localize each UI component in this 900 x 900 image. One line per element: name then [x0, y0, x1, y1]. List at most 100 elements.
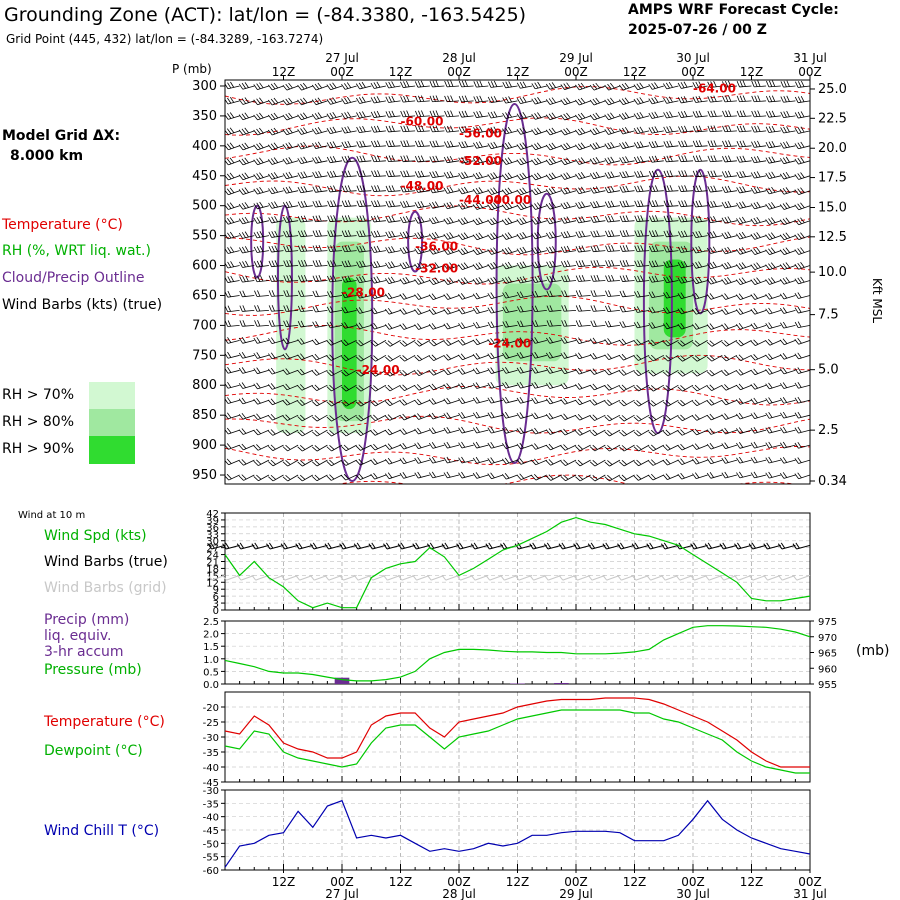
true-wind-barb: [485, 542, 504, 550]
dewpoint-line: [224, 709, 810, 774]
temp-contour-label: -40.00: [488, 193, 531, 207]
pressure-tick-label: 600: [192, 259, 217, 274]
isotherm-10: [225, 385, 810, 406]
bottom-hour-label: 12Z: [272, 875, 296, 889]
chill-panel-ytick-label: -50: [203, 839, 219, 850]
true-wind-barb: [719, 542, 738, 550]
isotherm-3: [225, 175, 810, 197]
temp-contour-label: -52.00: [459, 154, 502, 168]
rh70-swatch: [89, 382, 135, 409]
wind-panel-ytick-label: 6: [213, 592, 219, 603]
top-hour-label: 00Z: [564, 65, 588, 79]
true-wind-barb: [734, 542, 752, 550]
chill-panel-ytick-label: -30: [203, 786, 219, 797]
rh-shade-8: [663, 259, 686, 338]
precip-bar: [334, 677, 350, 684]
true-wind-barb: [704, 542, 723, 550]
cloud-outline-0: [250, 204, 265, 279]
pressure-tick-label: 850: [192, 408, 217, 423]
true-wind-barb: [763, 542, 781, 550]
pressure-ytick-label: 970: [818, 633, 837, 644]
top-hour-label: 00Z: [798, 65, 822, 79]
temp-panel-ytick-label: -20: [203, 703, 219, 714]
pressure-tick-label: 750: [192, 348, 217, 363]
cloud-outline-3: [407, 210, 424, 273]
true-wind-barb: [470, 542, 489, 550]
pressure-ytick-label: 955: [818, 680, 837, 691]
page-title: Grounding Zone (ACT): lat/lon = (-84.338…: [4, 4, 527, 26]
temp-contour-label: -36.00: [415, 240, 458, 254]
true-wind-barb: [777, 542, 796, 550]
precip-panel-ytick-label: 0.5: [203, 667, 219, 678]
isotherm-8: [225, 325, 810, 346]
true-wind-barb: [207, 542, 226, 550]
height-tick-label: 5.0: [818, 363, 839, 378]
height-tick-label: 10.0: [818, 265, 847, 280]
wind-panel-ytick-label: 15: [206, 571, 219, 582]
top-hour-label: 00Z: [330, 65, 354, 79]
true-wind-barb: [236, 542, 255, 550]
temp-contour-label: -28.00: [342, 286, 385, 300]
true-wind-barb: [660, 542, 679, 550]
temp-panel-ytick-label: -45: [203, 778, 219, 789]
pressure-tick-label: 800: [192, 378, 217, 393]
bottom-hour-label: 12Z: [623, 875, 647, 889]
temp-contour-label: -56.00: [459, 126, 502, 140]
legend-pressure: Pressure (mb): [44, 662, 142, 678]
true-wind-barb: [295, 542, 313, 550]
wind-panel-ytick-label: 42: [206, 509, 219, 520]
true-wind-barb: [646, 542, 664, 550]
pressure-tick-label: 400: [192, 139, 217, 154]
legend-rh80: RH > 80%: [2, 414, 75, 430]
legend-wind-barbs-true: Wind Barbs (true): [44, 554, 168, 570]
wind-panel-ytick-label: 12: [206, 578, 219, 589]
precip-bar: [510, 683, 525, 684]
legend-cloud: Cloud/Precip Outline: [2, 270, 145, 286]
isotherm-13: [336, 474, 798, 484]
true-wind-barb: [602, 542, 621, 550]
true-wind-barb: [280, 542, 299, 550]
bottom-hour-label: 00Z: [564, 875, 588, 889]
top-day-label: 29 Jul: [559, 51, 593, 65]
rh-shade-3: [342, 277, 357, 410]
pressure-tick-label: 900: [192, 438, 217, 453]
pressure-unit-label: (mb): [856, 643, 890, 659]
legend-precip-liq: liq. equiv.: [44, 628, 112, 644]
pressure-tick-label: 700: [192, 318, 217, 333]
top-hour-label: 12Z: [272, 65, 296, 79]
true-wind-barb: [324, 542, 343, 550]
surface-wind-title: Wind at 10 m: [18, 510, 86, 521]
wind-panel-ytick-label: 21: [206, 558, 219, 569]
isotherm-7: [225, 295, 810, 316]
cloud-outline-2: [331, 156, 374, 483]
pressure-tick-label: 650: [192, 288, 217, 303]
top-day-label: 28 Jul: [442, 51, 476, 65]
wind-panel-ytick-label: 18: [206, 564, 219, 575]
bottom-day-label: 27 Jul: [325, 887, 359, 900]
legend-precip-accum: 3-hr accum: [44, 644, 124, 660]
precip-bar: [554, 682, 569, 684]
bottom-hour-label: 12Z: [389, 875, 413, 889]
bottom-day-label: 31 Jul: [793, 887, 827, 900]
true-wind-barb: [353, 542, 372, 550]
bottom-day-label: 30 Jul: [676, 887, 710, 900]
legend-temp: Temperature (°C): [44, 714, 165, 730]
cloud-outline-4: [495, 102, 534, 465]
pressure-ytick-label: 965: [818, 649, 837, 660]
top-hour-label: 00Z: [447, 65, 471, 79]
height-tick-label: 17.5: [818, 171, 847, 186]
height-tick-label: 0.34: [818, 474, 847, 489]
precip-panel-ytick-label: 0.0: [203, 680, 219, 691]
wind-panel-ytick-label: 0: [213, 606, 219, 617]
grid-point-label: Grid Point (445, 432) lat/lon = (-84.328…: [6, 32, 324, 46]
top-day-label: 27 Jul: [325, 51, 359, 65]
wind-chill-line: [224, 799, 811, 868]
pressure-tick-label: 550: [192, 229, 217, 244]
chill-panel-ytick-label: -60: [203, 866, 219, 877]
temp-contour-label: -24.00: [488, 337, 531, 351]
isotherm-9: [225, 354, 810, 376]
temp-contour-label: -44.00: [459, 193, 502, 207]
pressure-tick-label: 450: [192, 169, 217, 184]
pressure-tick-label: 350: [192, 109, 217, 124]
bottom-day-label: 29 Jul: [559, 887, 593, 900]
